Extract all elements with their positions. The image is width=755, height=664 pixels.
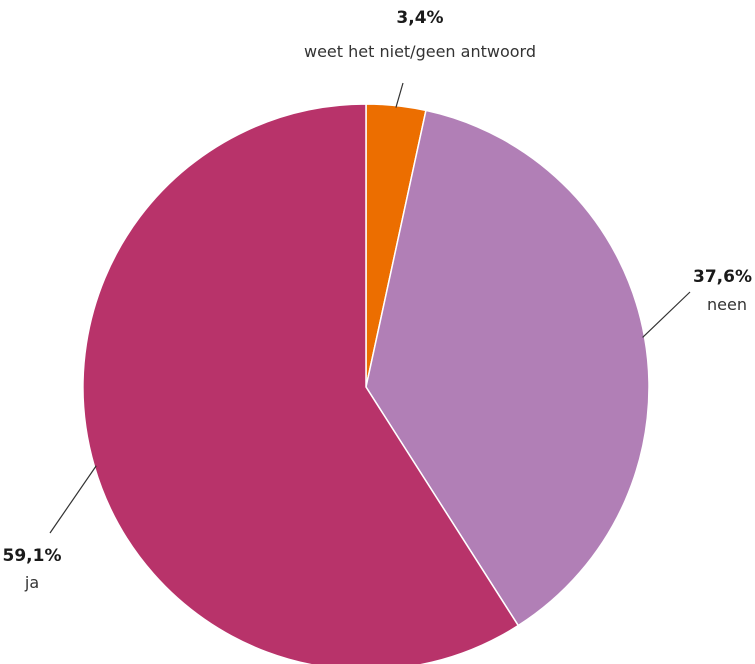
slice-percent-weet-het-niet: 3,4% [396, 8, 443, 28]
leader-line-neen [642, 291, 691, 338]
slice-percent-ja: 59,1% [3, 546, 62, 566]
slice-label-ja: ja [24, 573, 39, 592]
leader-line-weet-het-niet [395, 82, 404, 108]
leader-line-ja [49, 465, 97, 534]
pie-slices [82, 103, 650, 664]
leader-lines [49, 82, 691, 534]
slice-labels: 3,4% weet het niet/geen antwoord 37,6% n… [3, 8, 752, 592]
slice-label-weet-het-niet: weet het niet/geen antwoord [304, 42, 536, 61]
slice-ja [82, 103, 520, 664]
slice-label-neen: neen [707, 295, 747, 314]
slice-percent-neen: 37,6% [693, 267, 752, 287]
